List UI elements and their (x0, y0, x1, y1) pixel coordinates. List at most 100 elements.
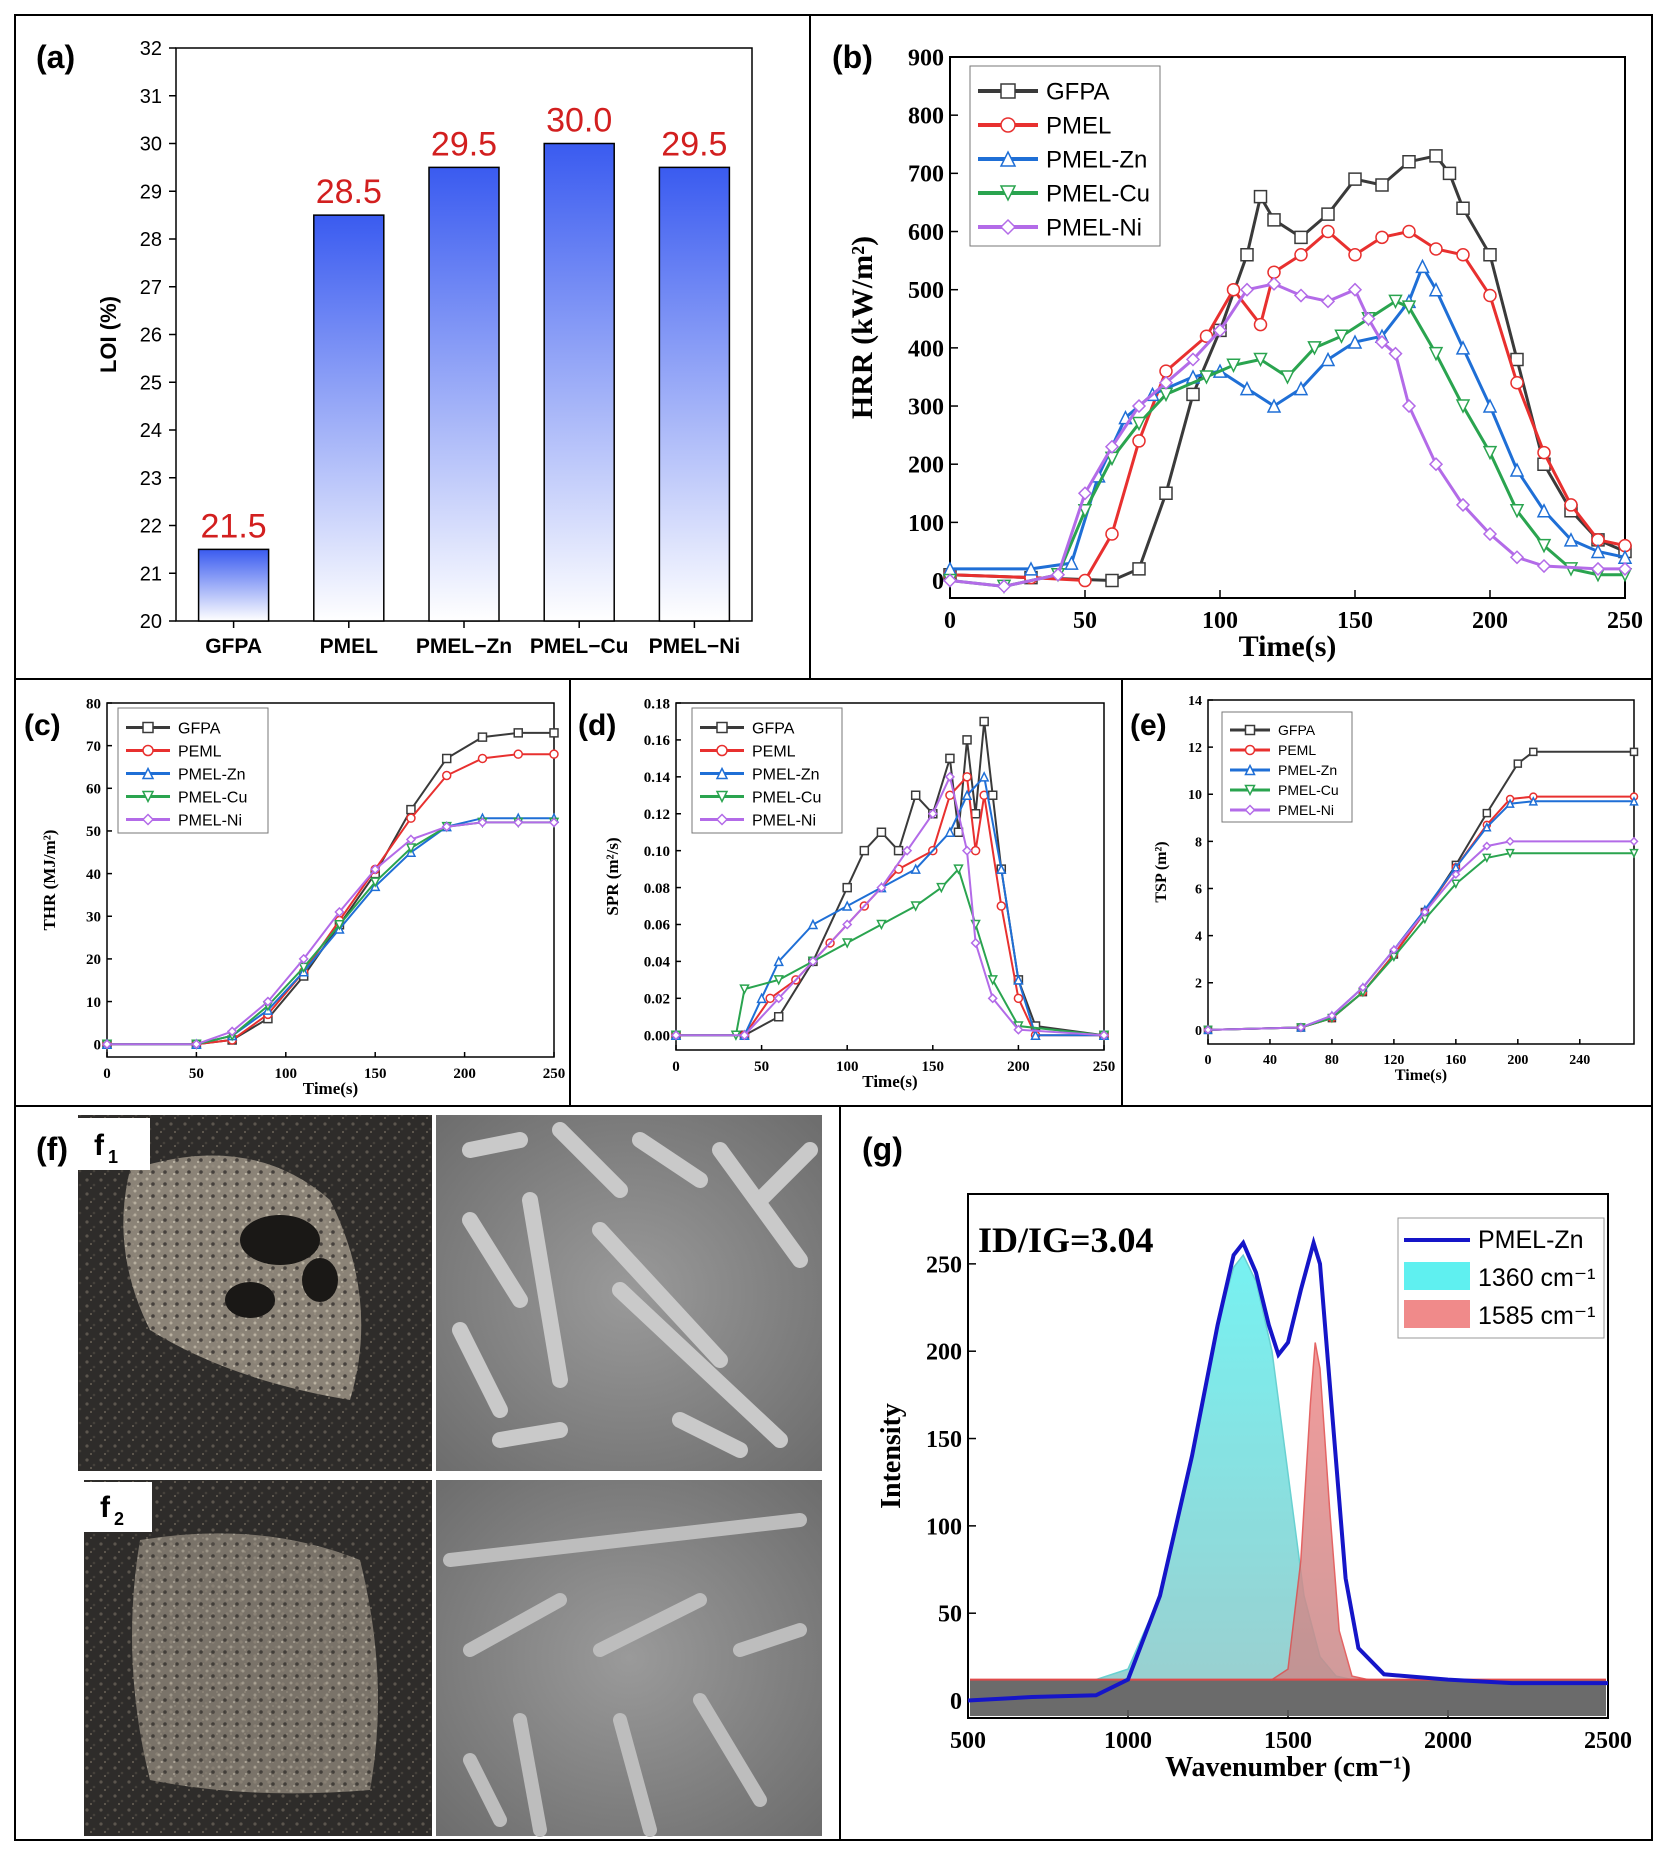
legend-label: GFPA (1278, 722, 1316, 738)
y-tick-label: 40 (86, 867, 101, 883)
panel-label-b: (b) (832, 39, 873, 75)
data-point-GFPA (1442, 166, 1457, 181)
data-point-PMEL-Ni (961, 845, 973, 856)
plot-frame (675, 702, 1105, 1051)
data-point-PMEL-Cu (910, 901, 921, 912)
data-point-PMEL (1537, 445, 1551, 460)
data-point-PMEL-Cu (1280, 370, 1295, 385)
data-point-GFPA (953, 827, 964, 837)
data-point-PMEL-Cu (1451, 879, 1461, 889)
data-point-PMEL-Zn (1266, 398, 1282, 413)
data-point-PMEL-Ni (1420, 907, 1430, 917)
data-point-PMEL-Ni (902, 845, 913, 856)
data-point-GFPA (910, 790, 921, 801)
x-tick-label: 40 (1263, 1053, 1277, 1068)
data-point-PMEL-Zn (961, 789, 973, 801)
y-tick-label: 10 (1188, 788, 1202, 803)
data-point-PMEL-Zn (1563, 532, 1579, 547)
x-axis-label: Time(s) (303, 1079, 358, 1098)
data-point-PMEL-Ni (1482, 526, 1498, 542)
data-point-PMEL-Ni (1098, 1030, 1110, 1041)
legend-label: PMEL-Cu (1278, 782, 1339, 798)
legend-label: PMEL-Cu (178, 789, 247, 806)
data-point-PMEL-Ni (441, 821, 452, 832)
data-point-PMEL-Ni (942, 573, 958, 588)
data-point-PMEL-Ni (1361, 311, 1376, 326)
data-point-GFPA (842, 882, 852, 893)
data-point-PMEL-Ni (807, 956, 819, 967)
y-tick-label: 800 (908, 104, 944, 130)
legend-label: PMEL-Zn (752, 766, 820, 783)
data-point-GFPA (962, 735, 972, 745)
x-tick-label: 150 (1337, 608, 1373, 634)
x-tick-label: 100 (275, 1066, 298, 1082)
y-tick-label: 10 (86, 995, 101, 1011)
y-tick-label: 14 (1188, 694, 1202, 709)
legend-marker-GFPA (1000, 83, 1016, 99)
data-point-PMEL-Cu (841, 938, 853, 949)
data-point-PMEL-Ni (1401, 398, 1417, 414)
y-tick-label: 50 (938, 1602, 962, 1628)
outer-frame (14, 14, 1653, 1841)
data-point-PMEL-Ni (1590, 561, 1606, 576)
data-point-PMEL-Cu (1307, 341, 1322, 356)
svg-text:f: f (100, 1491, 111, 1524)
y-axis-label: THR (MJ/m²) (40, 830, 59, 931)
data-point-GFPA (1513, 759, 1523, 768)
data-point-GFPA (859, 845, 870, 856)
legend-swatch-1585 (1404, 1300, 1470, 1328)
x-tick-label: 160 (1445, 1053, 1466, 1068)
legend-marker-PMEL-Zn (999, 150, 1017, 167)
data-point-PMEL-Ni (1505, 836, 1515, 846)
data-point-PMEL-Ni (227, 1026, 238, 1037)
x-tick-label: 250 (1093, 1059, 1116, 1075)
panel-label-d: (d) (578, 709, 616, 742)
legend-label: PMEL-Ni (1046, 215, 1142, 242)
data-point-GFPA (773, 1012, 784, 1022)
bar-PMEL−Zn (428, 166, 500, 622)
data-point-PMEL-Ni (739, 1030, 750, 1041)
data-point-PMEL (1253, 317, 1268, 332)
x-axis-label: Time(s) (1239, 630, 1337, 663)
data-point-PMEL-Zn (1064, 555, 1079, 570)
data-point-GFPA (1253, 189, 1268, 204)
legend-label: PMEL-Ni (1278, 802, 1334, 818)
data-point-PEML (970, 845, 981, 856)
data-point-PMEL-Ni (970, 937, 981, 949)
data-point-PMEL-Zn (1528, 796, 1539, 806)
legend-marker-PMEL-Ni (715, 813, 729, 826)
data-point-GFPA (1456, 201, 1470, 215)
data-point-PMEL (1159, 364, 1173, 378)
y-tick-label: 23 (140, 468, 162, 490)
photo-f1-char-residue (78, 1115, 432, 1471)
data-point-PMEL (1375, 230, 1389, 245)
data-point-PMEL-Cu (773, 975, 784, 986)
legend-marker-GFPA (142, 721, 154, 734)
data-point-PMEL (1321, 224, 1335, 239)
legend-marker-PMEL-Cu (715, 790, 729, 804)
data-point-PMEL-Cu (876, 919, 887, 931)
data-point-PMEL-Ni (1327, 1011, 1337, 1021)
y-tick-label: 60 (86, 782, 101, 798)
y-tick-label: 12 (1188, 741, 1202, 756)
data-point-PMEL-Ni (334, 906, 345, 918)
legend-marker-PMEL-Ni (999, 218, 1017, 236)
data-point-PMEL-Ni (927, 808, 938, 819)
data-point-PMEL-Zn (1239, 380, 1255, 396)
data-point-PMEL-Zn (1293, 380, 1309, 396)
data-point-PMEL-Zn (1013, 974, 1024, 985)
data-point-PMEL (1483, 288, 1497, 303)
series-line-GFPA (949, 154, 1626, 583)
data-point-PMEL-Cu (1131, 416, 1147, 432)
data-point-GFPA (979, 716, 989, 727)
photo-label-f1: f 1 (78, 1118, 150, 1170)
plot-frame (1207, 699, 1635, 1045)
data-point-PMEL-Ni (1388, 346, 1403, 361)
y-tick-label: 2 (1195, 977, 1202, 992)
y-tick-label: 500 (908, 278, 944, 304)
data-point-PMEL (1199, 329, 1214, 343)
y-tick-label: 0.12 (644, 807, 670, 823)
x-axis-label: Time(s) (862, 1072, 917, 1091)
x-tick-label: 2000 (1424, 1728, 1472, 1754)
x-tick-label: PMEL−Ni (649, 635, 741, 658)
